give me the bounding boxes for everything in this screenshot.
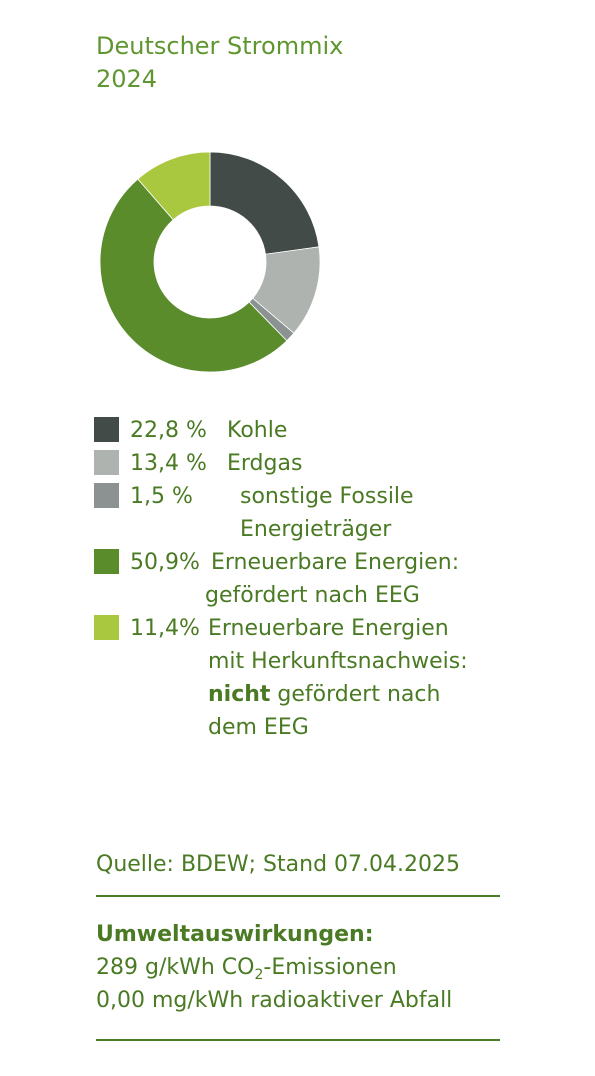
chart-title-line2: 2024 <box>96 65 158 93</box>
legend-pct-erdgas: 13,4 % <box>130 451 207 476</box>
divider-top <box>96 895 500 897</box>
legend-swatch-eeg <box>94 549 119 574</box>
legend-label-erdgas: Erdgas <box>227 451 303 476</box>
legend-label-eeg: Erneuerbare Energien: gefördert nach EEG <box>205 546 459 612</box>
legend-label-sonstige-line2: Energieträger <box>240 517 392 542</box>
legend-swatch-erdgas <box>94 450 119 475</box>
legend-label-herkunft-rest: gefördert nach <box>270 682 441 707</box>
divider-bottom <box>96 1039 500 1041</box>
impact-radioactive: 0,00 mg/kWh radioaktiver Abfall <box>96 988 453 1013</box>
donut-slice-kohle <box>209 151 320 255</box>
legend-swatch-sonstige <box>94 483 119 508</box>
impact-co2-suffix: -Emissionen <box>263 955 397 980</box>
donut-slice-herkunft <box>137 151 211 221</box>
legend-label-herkunft: Erneuerbare Energien mit Herkunftsnachwe… <box>208 612 468 744</box>
legend-swatch-herkunft <box>94 615 119 640</box>
chart-title-line1: Deutscher Strommix <box>96 32 344 60</box>
legend-label-herkunft-line2: mit Herkunftsnachweis: <box>208 649 468 674</box>
donut-chart <box>99 151 321 373</box>
impact-co2: 289 g/kWh CO2-Emissionen <box>96 951 452 984</box>
impact-co2-prefix: 289 g/kWh CO <box>96 955 255 980</box>
impact-heading: Umweltauswirkungen: <box>96 922 374 947</box>
legend-label-herkunft-line3: nicht gefördert nach <box>208 678 468 711</box>
legend-label-sonstige: sonstige Fossile Energieträger <box>240 480 414 546</box>
donut-slice-eeg <box>99 178 288 373</box>
legend-pct-eeg: 50,9% <box>130 550 200 575</box>
chart-title: Deutscher Strommix 2024 <box>96 30 343 96</box>
legend-label-herkunft-line4: dem EEG <box>208 715 309 740</box>
legend-swatch-kohle <box>94 417 119 442</box>
environmental-impact: Umweltauswirkungen: 289 g/kWh CO2-Emissi… <box>96 918 452 1017</box>
legend-label-herkunft-bold: nicht <box>208 682 271 707</box>
legend-pct-kohle: 22,8 % <box>130 418 207 443</box>
legend-label-eeg-line2: gefördert nach EEG <box>205 583 420 608</box>
legend-label-kohle: Kohle <box>227 418 288 443</box>
legend-pct-herkunft: 11,4% <box>130 616 200 641</box>
source-note: Quelle: BDEW; Stand 07.04.2025 <box>96 852 460 877</box>
legend-label-eeg-line1: Erneuerbare Energien: <box>211 550 460 575</box>
legend-pct-sonstige: 1,5 % <box>130 484 193 509</box>
legend-label-sonstige-line1: sonstige Fossile <box>240 484 414 509</box>
impact-co2-sub: 2 <box>254 967 264 983</box>
legend-label-herkunft-line1: Erneuerbare Energien <box>208 616 449 641</box>
